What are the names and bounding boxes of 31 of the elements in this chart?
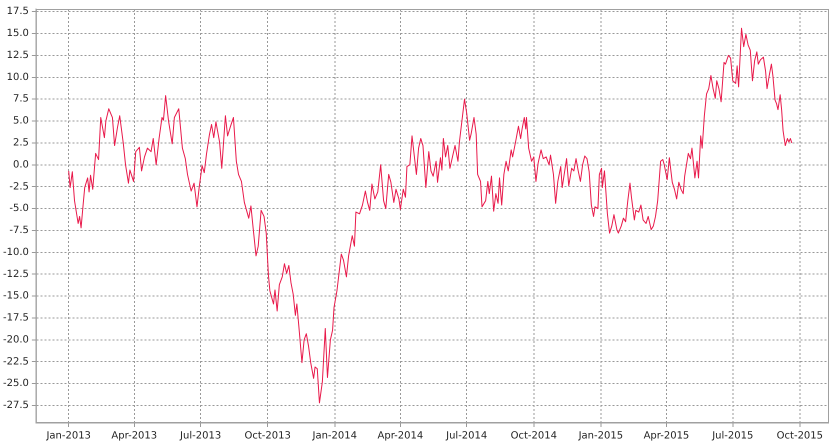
y-tick-label: 2.5 — [12, 138, 29, 149]
y-tick-label: 10.0 — [6, 72, 29, 83]
x-tick-label: Jan-2013 — [45, 430, 91, 442]
x-tick-label: Jul-2015 — [711, 430, 754, 442]
y-tick-label: -20.0 — [3, 334, 29, 346]
y-tick-label: -25.0 — [3, 378, 29, 390]
y-tick-label: -15.0 — [3, 290, 29, 302]
y-tick-label: -27.5 — [3, 400, 29, 412]
x-tick-label: Oct-2013 — [244, 430, 291, 442]
x-tick-label: Jan-2014 — [312, 430, 357, 442]
x-tick-label: Jul-2013 — [179, 430, 222, 442]
x-tick-label: Jan-2015 — [578, 430, 624, 442]
x-tick-label: Jul-2014 — [445, 430, 488, 442]
x-tick-label: Apr-2013 — [111, 430, 158, 442]
y-tick-label: -22.5 — [3, 356, 29, 368]
y-tick-label: -5.0 — [9, 203, 29, 214]
x-tick-label: Apr-2014 — [378, 430, 424, 442]
y-tick-label: 7.5 — [12, 94, 29, 105]
y-tick-label: 0.0 — [12, 159, 29, 170]
y-tick-label: 15.0 — [6, 28, 29, 40]
y-tick-label: -17.5 — [3, 312, 29, 324]
x-tick-label: Apr-2015 — [644, 430, 690, 442]
y-tick-label: -10.0 — [3, 246, 29, 258]
y-tick-label: -7.5 — [9, 225, 29, 236]
y-tick-label: 17.5 — [6, 6, 29, 18]
y-tick-label: 12.5 — [6, 50, 29, 61]
y-tick-label: 5.0 — [12, 116, 29, 127]
y-tick-label: -2.5 — [9, 181, 29, 192]
x-tick-label: Oct-2015 — [776, 430, 824, 442]
y-tick-label: -12.5 — [3, 268, 29, 280]
x-tick-label: Oct-2014 — [510, 430, 557, 442]
